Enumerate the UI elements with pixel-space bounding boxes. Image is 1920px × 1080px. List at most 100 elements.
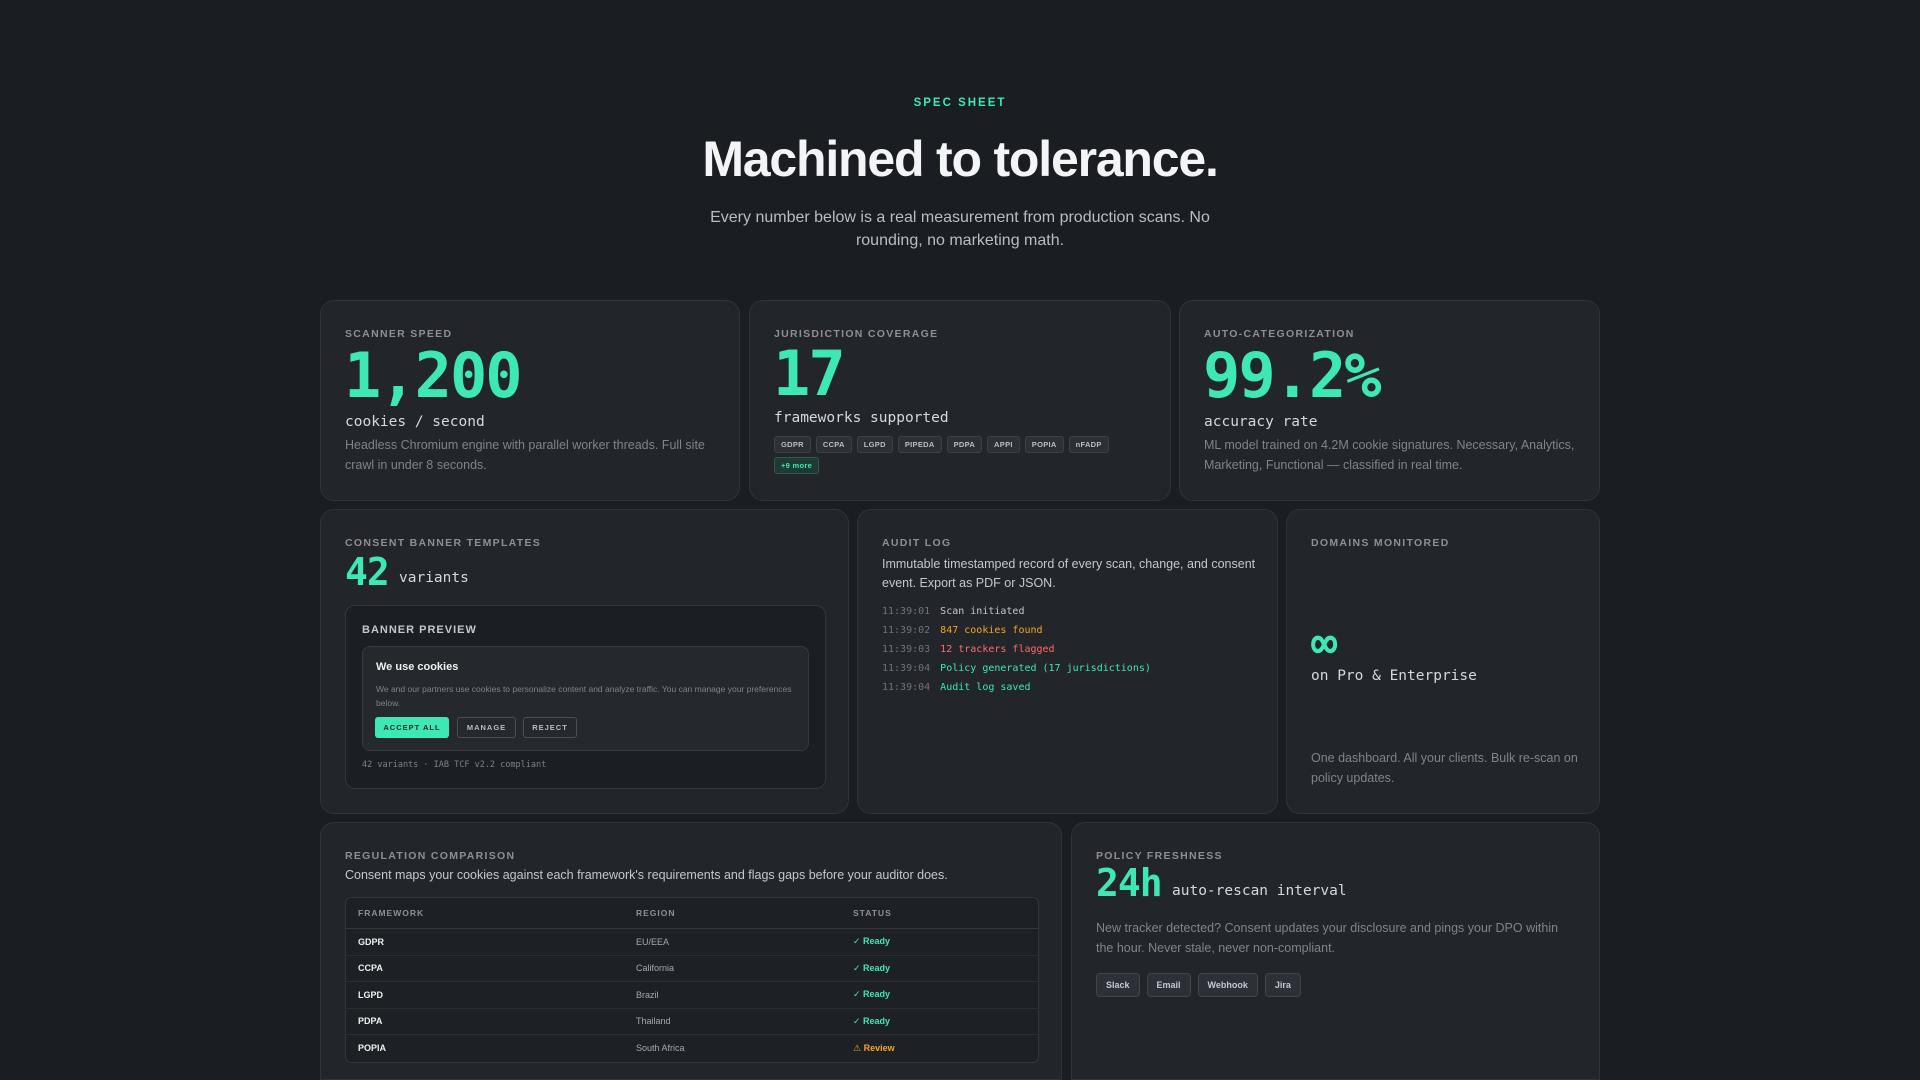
framework-tag: APPI bbox=[987, 436, 1020, 453]
manage-button[interactable]: MANAGE bbox=[457, 717, 516, 738]
templates-count-value: 42 bbox=[345, 550, 390, 594]
framework-cell: CCPA bbox=[358, 963, 383, 974]
framework-tag: POPIA bbox=[1024, 436, 1064, 453]
table-row: POPIA South Africa ⚠ Review bbox=[346, 1035, 1038, 1062]
domains-unit: on Pro & Enterprise bbox=[1311, 668, 1477, 684]
templates-unit: variants bbox=[399, 570, 469, 586]
integration-chip-slack[interactable]: Slack bbox=[1096, 973, 1140, 997]
jurisdiction-unit: frameworks supported bbox=[774, 410, 949, 426]
policy-freshness-card: POLICY FRESHNESS 24h auto-rescan interva… bbox=[1071, 822, 1600, 1080]
framework-cell: PDPA bbox=[358, 1016, 383, 1027]
framework-tag: nFADP bbox=[1068, 436, 1109, 453]
framework-cell: POPIA bbox=[358, 1043, 387, 1054]
integration-chip-webhook[interactable]: Webhook bbox=[1197, 973, 1258, 997]
accuracy-value: 99.2% bbox=[1203, 339, 1382, 412]
region-cell: Brazil bbox=[636, 989, 659, 1000]
column-header: STATUS bbox=[853, 908, 892, 918]
auto-categorization-card: AUTO-CATEGORIZATION 99.2% accuracy rate … bbox=[1179, 300, 1600, 501]
card-label: REGULATION COMPARISON bbox=[345, 850, 516, 862]
framework-tag: PIPEDA bbox=[897, 436, 942, 453]
card-description: Consent maps your cookies against each f… bbox=[345, 868, 948, 882]
region-cell: California bbox=[636, 963, 675, 974]
region-cell: Thailand bbox=[636, 1016, 671, 1027]
card-description: One dashboard. All your clients. Bulk re… bbox=[1311, 751, 1578, 785]
status-cell: ⚠ Review bbox=[853, 1042, 895, 1053]
scanner-speed-value: 1,200 bbox=[344, 339, 523, 412]
cookie-banner-text: We and our partners use cookies to perso… bbox=[376, 684, 792, 708]
region-cell: South Africa bbox=[636, 1043, 685, 1054]
table-header: FRAMEWORK REGION STATUS bbox=[346, 898, 1038, 929]
framework-tag: PDPA bbox=[946, 436, 983, 453]
page-subtitle: Every number below is a real measurement… bbox=[710, 209, 1210, 249]
jurisdiction-coverage-card: JURISDICTION COVERAGE 17 frameworks supp… bbox=[749, 300, 1171, 501]
audit-log-list: 11:39:01 Scan initiated 11:39:02 847 coo… bbox=[882, 602, 1151, 697]
banner-preview-footer: 42 variants · IAB TCF v2.2 compliant bbox=[362, 760, 547, 770]
card-description: Immutable timestamped record of every sc… bbox=[882, 557, 1256, 590]
scanner-speed-card: SCANNER SPEED 1,200 cookies / second Hea… bbox=[320, 300, 740, 501]
integration-chip-list: Slack Email Webhook Jira bbox=[1096, 973, 1301, 997]
card-description: New tracker detected? Consent updates yo… bbox=[1096, 921, 1559, 955]
log-message: Scan initiated bbox=[940, 606, 1025, 617]
framework-tag: CCPA bbox=[815, 436, 852, 453]
banner-preview: BANNER PREVIEW We use cookies We and our… bbox=[345, 605, 826, 789]
more-frameworks-tag[interactable]: +9 more bbox=[774, 457, 820, 474]
log-timestamp: 11:39:04 bbox=[882, 663, 931, 674]
log-message: Audit log saved bbox=[940, 682, 1031, 693]
column-header: FRAMEWORK bbox=[358, 908, 425, 918]
card-description: Headless Chromium engine with parallel w… bbox=[345, 438, 705, 472]
card-label: CONSENT BANNER TEMPLATES bbox=[345, 537, 542, 549]
framework-tag: GDPR bbox=[774, 436, 811, 453]
log-message: Policy generated (17 jurisdictions) bbox=[940, 663, 1151, 674]
column-header: REGION bbox=[636, 908, 676, 918]
page-title: Machined to tolerance. bbox=[702, 131, 1219, 187]
banner-preview-title: BANNER PREVIEW bbox=[362, 624, 477, 636]
framework-tag-list: GDPR CCPA LGPD PIPEDA PDPA APPI POPIA nF… bbox=[774, 436, 1154, 474]
log-entry: 11:39:02 847 cookies found bbox=[882, 621, 1151, 640]
table-row: CCPA California ✓ Ready bbox=[346, 956, 1038, 982]
status-cell: ✓ Ready bbox=[853, 989, 891, 1000]
framework-cell: GDPR bbox=[358, 936, 385, 947]
card-description: ML model trained on 4.2M cookie signatur… bbox=[1204, 438, 1575, 472]
integration-chip-email[interactable]: Email bbox=[1146, 973, 1191, 997]
accuracy-unit: accuracy rate bbox=[1204, 414, 1318, 430]
infinity-value: ∞ bbox=[1311, 618, 1338, 669]
log-timestamp: 11:39:02 bbox=[882, 625, 931, 636]
scanner-speed-unit: cookies / second bbox=[345, 414, 485, 430]
rescan-interval-unit: auto-rescan interval bbox=[1172, 883, 1347, 899]
log-entry: 11:39:04 Audit log saved bbox=[882, 678, 1151, 697]
accept-all-button[interactable]: ACCEPT ALL bbox=[375, 717, 449, 738]
card-label: AUTO-CATEGORIZATION bbox=[1204, 328, 1355, 340]
card-label: DOMAINS MONITORED bbox=[1311, 537, 1450, 549]
region-cell: EU/EEA bbox=[636, 936, 670, 947]
jurisdiction-count-value: 17 bbox=[773, 337, 846, 410]
card-label: POLICY FRESHNESS bbox=[1096, 850, 1223, 862]
framework-tag: LGPD bbox=[856, 436, 893, 453]
log-entry: 11:39:03 12 trackers flagged bbox=[882, 640, 1151, 659]
framework-cell: LGPD bbox=[358, 989, 384, 1000]
log-message: 12 trackers flagged bbox=[940, 644, 1055, 655]
log-message: 847 cookies found bbox=[940, 625, 1043, 636]
audit-log-card: AUDIT LOG Immutable timestamped record o… bbox=[857, 509, 1278, 814]
cookie-banner-heading: We use cookies bbox=[376, 661, 459, 673]
table-row: GDPR EU/EEA ✓ Ready bbox=[346, 929, 1038, 956]
status-cell: ✓ Ready bbox=[853, 1015, 891, 1026]
card-label: JURISDICTION COVERAGE bbox=[774, 328, 939, 340]
domains-monitored-card: DOMAINS MONITORED ∞ on Pro & Enterprise … bbox=[1286, 509, 1600, 814]
log-entry: 11:39:04 Policy generated (17 jurisdicti… bbox=[882, 659, 1151, 678]
table-row: PDPA Thailand ✓ Ready bbox=[346, 1009, 1038, 1035]
log-timestamp: 11:39:03 bbox=[882, 644, 931, 655]
log-entry: 11:39:01 Scan initiated bbox=[882, 602, 1151, 621]
banner-templates-card: CONSENT BANNER TEMPLATES 42 variants BAN… bbox=[320, 509, 849, 814]
table-row: LGPD Brazil ✓ Ready bbox=[346, 982, 1038, 1009]
integration-chip-jira[interactable]: Jira bbox=[1264, 973, 1301, 997]
status-cell: ✓ Ready bbox=[853, 936, 891, 947]
regulation-table: FRAMEWORK REGION STATUS GDPR EU/EEA ✓ Re… bbox=[345, 897, 1039, 1063]
status-cell: ✓ Ready bbox=[853, 962, 891, 973]
cookie-banner: We use cookies We and our partners use c… bbox=[362, 646, 809, 751]
log-timestamp: 11:39:01 bbox=[882, 606, 931, 617]
log-timestamp: 11:39:04 bbox=[882, 682, 931, 693]
reject-button[interactable]: REJECT bbox=[523, 717, 577, 738]
card-label: AUDIT LOG bbox=[882, 537, 952, 549]
eyebrow-label: SPEC SHEET bbox=[913, 97, 1007, 109]
rescan-interval-value: 24h bbox=[1096, 861, 1163, 905]
